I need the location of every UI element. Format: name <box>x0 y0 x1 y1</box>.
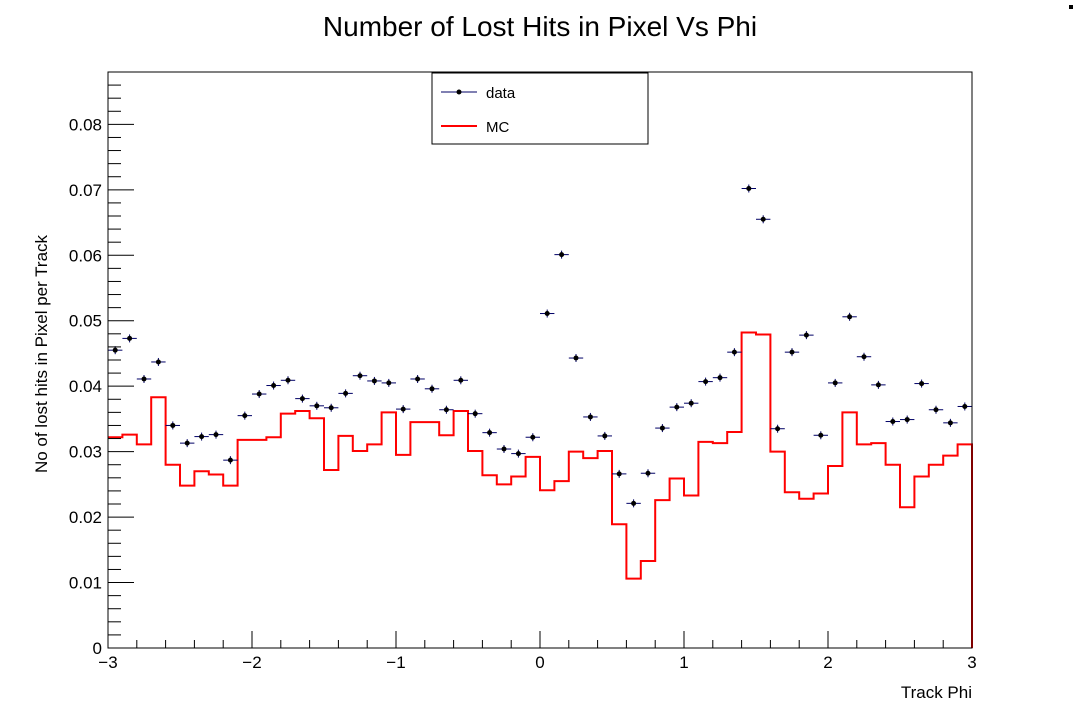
y-tick-label: 0.08 <box>69 115 102 134</box>
data-point <box>381 378 396 387</box>
plot-frame <box>107 71 973 649</box>
y-tick-label: 0.06 <box>69 246 102 265</box>
data-point <box>511 449 526 458</box>
y-tick-label: 0.04 <box>69 377 102 396</box>
x-tick-label: 1 <box>679 653 688 672</box>
data-point <box>468 409 483 418</box>
x-tick-label: 0 <box>535 653 544 672</box>
data-point <box>842 312 857 321</box>
data-point <box>352 371 368 380</box>
x-axis-label: Track Phi <box>901 683 972 702</box>
y-tick-label: 0 <box>93 639 102 658</box>
y-axis-label: No of lost hits in Pixel per Track <box>32 234 51 473</box>
data-point <box>280 376 296 385</box>
data-point <box>554 250 569 259</box>
data-series-layer <box>108 184 972 508</box>
y-tick-label: 0.07 <box>69 181 102 200</box>
data-point <box>813 431 828 440</box>
data-point <box>136 374 152 383</box>
data-point <box>266 381 281 390</box>
data-point <box>828 378 843 387</box>
chart-title: Number of Lost Hits in Pixel Vs Phi <box>323 11 757 42</box>
data-point <box>784 348 800 357</box>
data-point <box>928 405 944 414</box>
data-point <box>712 373 728 382</box>
data-point <box>180 439 195 448</box>
legend-data-marker <box>456 89 462 95</box>
corner-marker <box>1069 5 1073 9</box>
mc-series-layer <box>108 331 973 648</box>
data-point <box>597 431 612 440</box>
data-point <box>871 380 886 389</box>
data-point <box>496 445 512 454</box>
data-point <box>324 403 339 412</box>
data-point <box>669 403 684 412</box>
data-point <box>223 456 238 465</box>
data-point <box>856 352 872 361</box>
data-point <box>655 424 670 433</box>
data-point <box>583 412 598 421</box>
legend-mc-label: MC <box>486 119 509 136</box>
data-point <box>252 390 267 399</box>
data-point <box>525 433 540 442</box>
data-point <box>482 428 497 437</box>
data-point <box>568 354 584 363</box>
data-point <box>151 357 166 366</box>
data-point <box>612 469 627 478</box>
x-tick-label: −3 <box>98 653 117 672</box>
data-point <box>108 346 123 355</box>
x-tick-label: −1 <box>386 653 405 672</box>
y-tick-label: 0.05 <box>69 312 102 331</box>
mc-histogram-line <box>108 331 973 648</box>
data-point <box>338 389 353 398</box>
data-point <box>900 415 915 424</box>
legend-data-label: data <box>486 85 516 102</box>
x-tick-label: 3 <box>967 653 976 672</box>
data-point <box>194 432 209 441</box>
data-point <box>540 309 555 318</box>
data-point <box>410 374 425 383</box>
legend: data MC <box>431 72 649 145</box>
data-point <box>424 384 440 393</box>
data-point <box>770 424 785 433</box>
data-point <box>439 405 454 414</box>
data-point <box>453 376 468 385</box>
x-tick-label: −2 <box>242 653 261 672</box>
data-point <box>295 394 310 403</box>
data-point <box>914 379 929 388</box>
data-point <box>208 430 224 439</box>
y-tick-label: 0.01 <box>69 574 102 593</box>
data-point <box>165 421 180 430</box>
data-point <box>698 377 713 386</box>
data-point <box>741 184 756 193</box>
data-point <box>727 348 742 357</box>
y-tick-label: 0.03 <box>69 443 102 462</box>
data-point <box>756 215 771 224</box>
data-point <box>122 334 137 343</box>
data-point <box>943 418 958 427</box>
axes-layer: −3 −2 −1 0 1 2 3 0 0.01 0.02 0.03 0.04 0.05 0.06 0.07 0… <box>69 71 977 672</box>
y-tick-label: 0.02 <box>69 508 102 527</box>
x-tick-label: 2 <box>823 653 832 672</box>
data-point <box>640 469 656 478</box>
data-point <box>626 499 641 508</box>
data-point <box>396 405 411 414</box>
data-point <box>957 402 972 411</box>
data-point <box>684 399 699 408</box>
legend-box <box>431 72 649 145</box>
data-point <box>237 411 252 420</box>
data-point <box>367 376 382 385</box>
data-point <box>309 401 324 410</box>
data-point <box>885 417 900 426</box>
data-point <box>799 331 814 340</box>
